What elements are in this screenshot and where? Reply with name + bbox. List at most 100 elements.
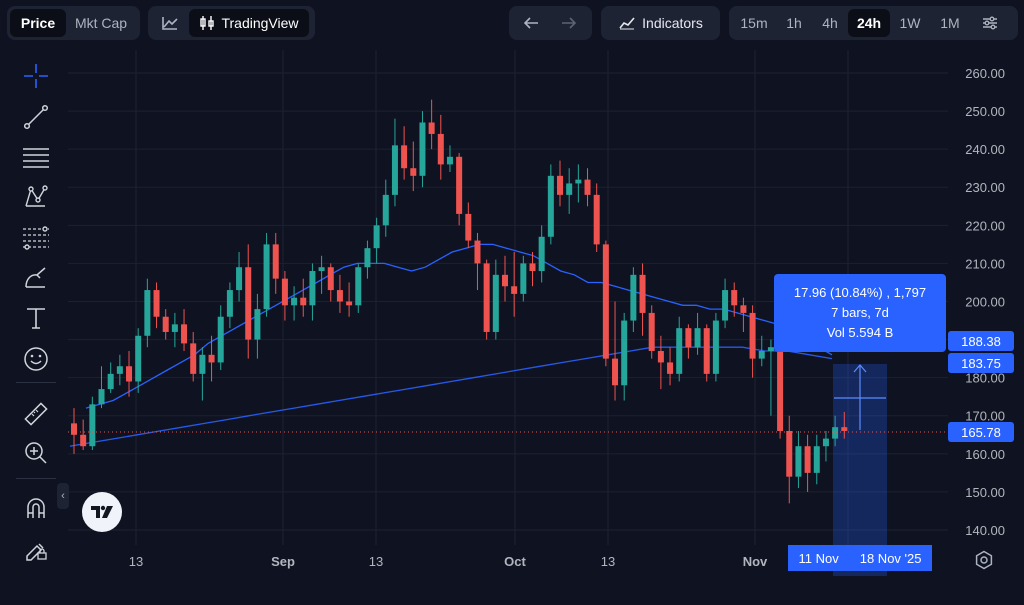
- pattern-icon: [25, 185, 48, 207]
- candles: [71, 99, 848, 504]
- candle: [685, 324, 692, 359]
- candle: [648, 305, 655, 359]
- candle: [712, 312, 719, 382]
- time-axis: 13 Sep 13 Oct 13 Nov: [129, 554, 768, 569]
- candle-body: [171, 324, 178, 332]
- candle-body: [245, 267, 252, 340]
- candle-body: [181, 324, 188, 344]
- candle: [538, 225, 545, 283]
- candle-body: [703, 328, 710, 374]
- chart-settings-gear[interactable]: [972, 548, 996, 572]
- candle: [456, 152, 463, 226]
- candle: [346, 282, 353, 317]
- lock-drawings-tool[interactable]: [18, 533, 54, 565]
- emoji-tool[interactable]: [18, 343, 54, 375]
- candle-body: [557, 175, 564, 195]
- candle-body: [676, 328, 683, 374]
- candle: [492, 259, 499, 340]
- ruler-tool[interactable]: [18, 398, 54, 430]
- magnet-icon: [27, 498, 45, 518]
- candle-body: [722, 290, 729, 321]
- line-chart-button[interactable]: [151, 9, 189, 37]
- horizontal-lines-tool[interactable]: [18, 141, 54, 173]
- candle-body: [226, 290, 233, 317]
- time-tick-label: 13: [601, 554, 615, 569]
- tradingview-logo[interactable]: [82, 492, 122, 532]
- timeframe-1w[interactable]: 1W: [899, 15, 921, 31]
- candle: [474, 232, 481, 291]
- fib-tool[interactable]: [18, 221, 54, 253]
- candle: [318, 255, 325, 294]
- candle-body: [190, 343, 197, 374]
- measure-volume: Vol 5.594 B: [826, 325, 894, 340]
- candle-body: [89, 404, 96, 447]
- mktcap-tab[interactable]: Mkt Cap: [74, 15, 128, 31]
- candle: [382, 179, 389, 237]
- emoji-icon: [24, 347, 48, 371]
- price-tick-label: 220.00: [965, 218, 1005, 233]
- indicators-icon: [619, 17, 635, 30]
- candle-body: [501, 274, 508, 287]
- candle: [804, 434, 811, 492]
- text-tool[interactable]: [18, 302, 54, 334]
- timeframe-group: 15m 1h 4h 24h 1W 1M: [729, 6, 1018, 40]
- timeframe-24h[interactable]: 24h: [848, 9, 890, 37]
- pattern-tool[interactable]: [18, 181, 54, 213]
- brush-icon: [25, 267, 46, 288]
- candle-body: [685, 328, 692, 348]
- indicators-button[interactable]: Indicators: [604, 9, 717, 37]
- date-start: 11 Nov: [798, 550, 839, 566]
- price-tick-label: 200.00: [965, 294, 1005, 309]
- candle-body: [401, 145, 408, 169]
- candle-body: [841, 427, 848, 431]
- candle-body: [428, 122, 435, 134]
- zoom-in-icon: [25, 442, 47, 464]
- candle: [135, 328, 142, 393]
- chart-settings-button[interactable]: [970, 9, 1010, 37]
- magnet-tool[interactable]: [18, 493, 54, 525]
- redo-button[interactable]: [550, 9, 588, 37]
- candle-body: [446, 156, 453, 165]
- undo-button[interactable]: [512, 9, 550, 37]
- time-tick-label: Nov: [743, 554, 768, 569]
- collapse-toolbar-button[interactable]: ‹: [57, 483, 69, 509]
- measure-change: 17.96 (10.84%) , 1,797: [793, 285, 927, 300]
- candle-body: [153, 290, 160, 317]
- candle-body: [272, 244, 279, 279]
- candle: [300, 278, 307, 317]
- candle-body: [71, 423, 77, 435]
- candle-body: [767, 347, 774, 352]
- candle-body: [621, 320, 628, 386]
- trend-line-icon: [23, 104, 49, 130]
- timeframe-4h[interactable]: 4h: [822, 15, 838, 31]
- candle-body: [98, 389, 105, 405]
- candle: [208, 335, 215, 382]
- candle-body: [456, 156, 463, 214]
- price-tick-label: 210.00: [965, 256, 1005, 271]
- trend-line-tool[interactable]: [18, 101, 54, 133]
- time-tick-label: Sep: [271, 554, 295, 569]
- timeframe-1m[interactable]: 1M: [940, 15, 960, 31]
- candle-body: [575, 179, 582, 184]
- candle: [584, 168, 591, 207]
- timeframe-15m[interactable]: 15m: [740, 15, 768, 31]
- candle-body: [602, 244, 609, 359]
- candle-body: [126, 366, 133, 382]
- tools-separator-2: [16, 478, 56, 479]
- brush-tool[interactable]: [18, 262, 54, 294]
- candle-body: [318, 267, 325, 272]
- timeframe-1h[interactable]: 1h: [786, 15, 802, 31]
- candle-body: [648, 312, 655, 352]
- zoom-tool[interactable]: [18, 437, 54, 469]
- crosshair-tool[interactable]: [18, 60, 54, 92]
- indicators-label: Indicators: [642, 15, 703, 31]
- ma-fast-line: [85, 243, 833, 409]
- candle-body: [199, 354, 206, 374]
- candle-body: [135, 335, 142, 382]
- candle: [547, 164, 554, 245]
- candle-body: [566, 183, 573, 195]
- candle: [199, 347, 206, 401]
- tradingview-candles-button[interactable]: TradingView: [189, 9, 309, 37]
- price-tab[interactable]: Price: [10, 9, 66, 37]
